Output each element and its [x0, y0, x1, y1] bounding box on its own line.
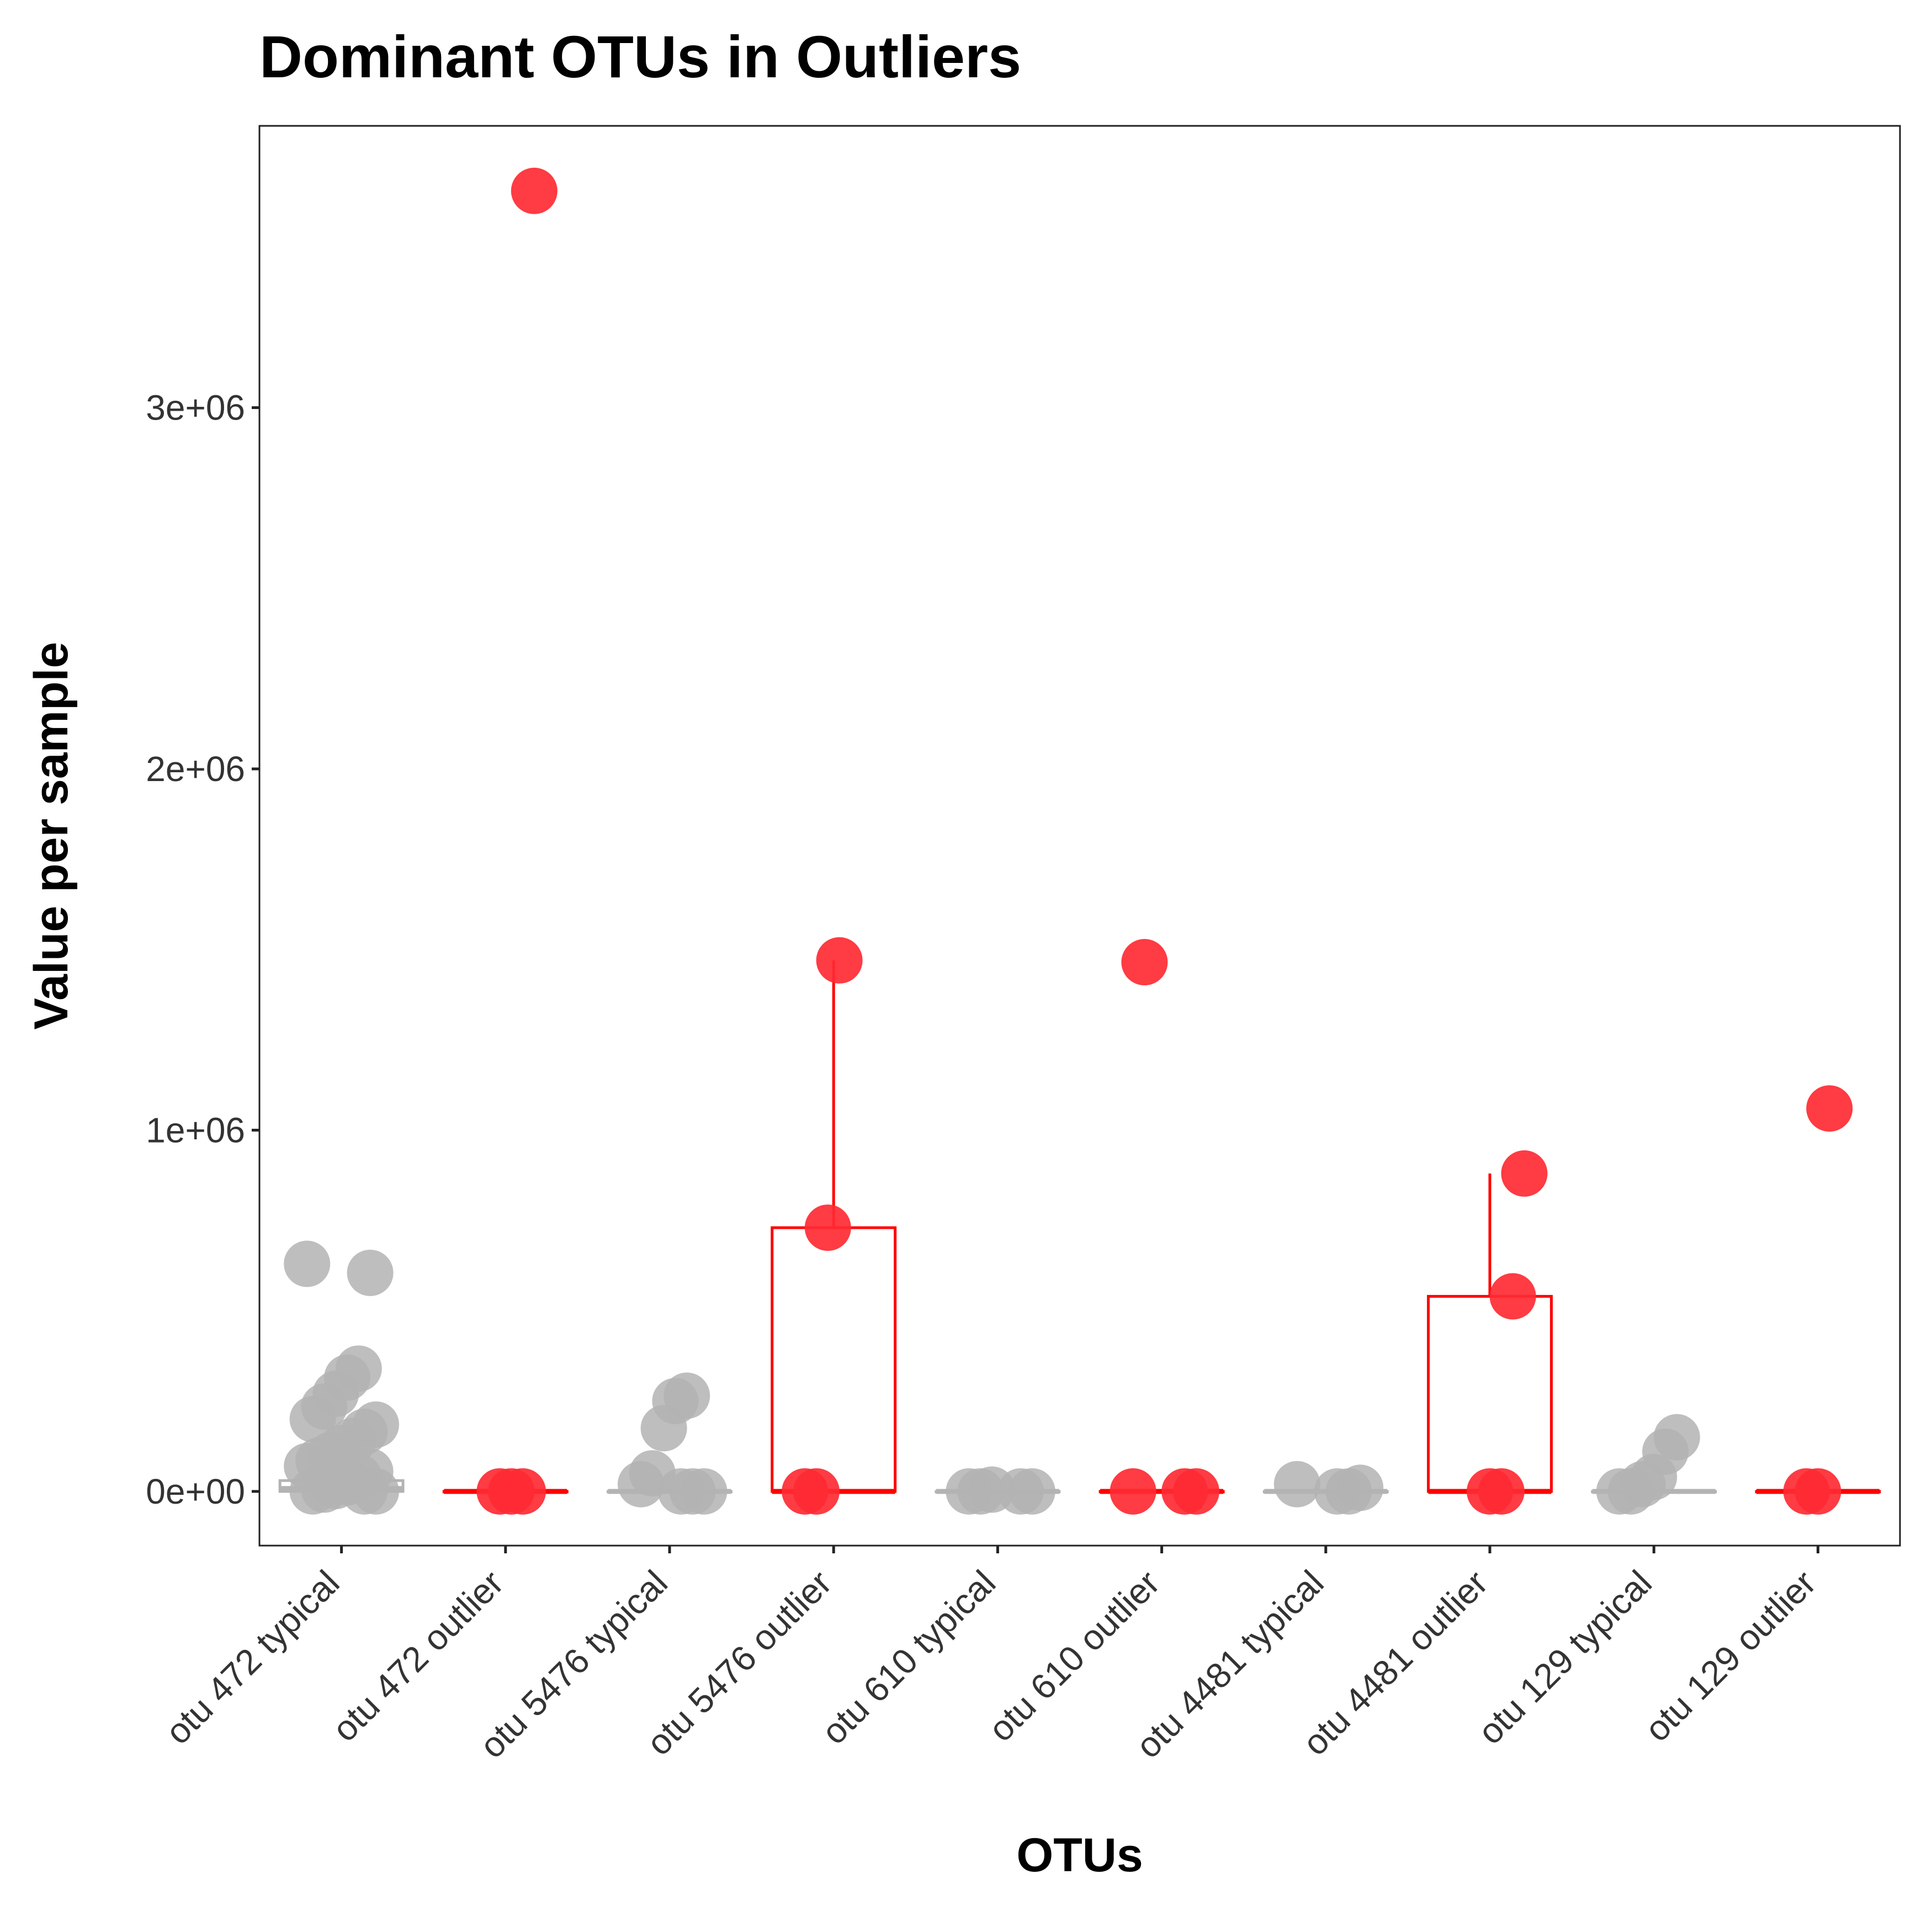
- data-point: [1806, 1085, 1853, 1132]
- x-tick-label: otu 472 outlier: [325, 1563, 511, 1749]
- x-axis-title: OTUs: [1016, 1829, 1143, 1882]
- data-point: [1273, 1461, 1320, 1508]
- data-point: [347, 1249, 394, 1296]
- data-point: [289, 1468, 336, 1515]
- y-tick-label: 3e+06: [146, 388, 245, 427]
- data-point: [341, 1468, 388, 1515]
- data-point: [511, 167, 558, 214]
- x-tick-label: otu 472 typical: [158, 1563, 347, 1752]
- y-tick-label: 1e+06: [146, 1110, 245, 1150]
- y-axis-title: Value per sample: [25, 642, 78, 1030]
- data-point: [1467, 1468, 1513, 1515]
- y-tick-label: 0e+00: [146, 1472, 245, 1511]
- data-point: [289, 1395, 336, 1442]
- data-point: [1110, 1468, 1156, 1515]
- data-point: [1783, 1468, 1830, 1515]
- plot-panel: [258, 125, 1901, 1547]
- data-point: [804, 1204, 851, 1251]
- data-point: [657, 1468, 704, 1515]
- x-tick-label: otu 610 typical: [814, 1563, 1004, 1752]
- box: [1427, 1294, 1553, 1493]
- data-point: [816, 937, 863, 984]
- y-axis: 0e+00 1e+06 2e+06 3e+06: [146, 388, 259, 1511]
- chart-title: Dominant OTUs in Outliers: [259, 23, 1021, 90]
- data-point: [476, 1468, 523, 1515]
- data-point: [1121, 939, 1168, 986]
- data-point: [997, 1468, 1044, 1515]
- data-point: [1161, 1468, 1208, 1515]
- data-point: [1314, 1468, 1361, 1515]
- data-point: [946, 1468, 992, 1515]
- data-point: [640, 1405, 687, 1452]
- data-point: [617, 1461, 664, 1508]
- data-point: [284, 1240, 331, 1287]
- data-point: [1501, 1150, 1548, 1197]
- x-tick-label: otu 129 outlier: [1637, 1563, 1824, 1749]
- x-tick-label: otu 610 outlier: [981, 1563, 1167, 1749]
- x-tick-label: otu 129 typical: [1470, 1563, 1659, 1752]
- data-point: [782, 1468, 829, 1515]
- y-tick-label: 2e+06: [146, 749, 245, 789]
- data-point: [1489, 1273, 1536, 1320]
- data-points: [284, 167, 1853, 1515]
- box: [771, 1226, 897, 1493]
- data-point: [1596, 1468, 1643, 1515]
